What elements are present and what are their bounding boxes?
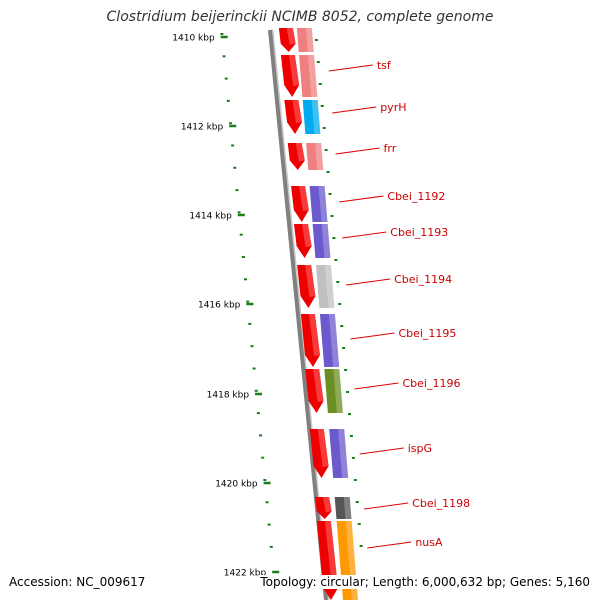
- cds-arrow-highlight: [324, 521, 338, 589]
- gene-feature-shade: [338, 429, 349, 478]
- scale-label: 1412 kbp: [181, 123, 224, 133]
- gene-feature-block: [334, 497, 352, 519]
- gene-label-leader: [339, 195, 384, 203]
- gene-label: tsf: [377, 59, 392, 72]
- gene-label-leader: [335, 147, 380, 155]
- scale-label: 1422 kbp: [224, 569, 267, 579]
- cds-arrow-highlight: [288, 55, 300, 86]
- gene-feature-block: [309, 186, 328, 222]
- gene-label: frr: [384, 142, 397, 155]
- gene-label: Cbei_1194: [394, 273, 452, 286]
- gene-feature-shade: [333, 369, 343, 413]
- gene-label-leader: [354, 382, 399, 390]
- gene-feature-block: [324, 369, 343, 413]
- gene-feature-block: [296, 28, 314, 52]
- gene-label: Cbei_1198: [412, 497, 470, 510]
- cds-arrow-highlight: [295, 143, 305, 162]
- cds-arrow-highlight: [308, 314, 321, 356]
- gene-feature-shade: [318, 186, 328, 222]
- gene-label-leader: [364, 502, 409, 510]
- gene-feature-shade: [343, 497, 352, 519]
- cds-arrow-highlight: [301, 224, 312, 248]
- gene-label-leader: [359, 447, 404, 455]
- scale-label: 1414 kbp: [189, 212, 232, 222]
- gene-feature-block: [329, 429, 349, 478]
- gene-feature-block: [306, 143, 324, 170]
- gene-feature-shade: [328, 314, 340, 367]
- map-title: Clostridium beijerinckii NCIMB 8052, com…: [106, 9, 494, 25]
- gene-feature-block: [312, 224, 331, 258]
- gene-feature-block: [302, 100, 321, 134]
- cds-arrow-highlight: [313, 369, 324, 402]
- cds-arrow-highlight: [323, 497, 332, 513]
- gene-feature-shade: [311, 100, 321, 134]
- gene-label: Cbei_1195: [398, 327, 456, 340]
- cds-arrow-highlight: [299, 186, 309, 211]
- gene-feature-block: [315, 265, 335, 308]
- gene-label-leader: [328, 64, 373, 72]
- scale-label: 1410 kbp: [172, 34, 215, 44]
- gene-label-leader: [350, 332, 395, 340]
- cds-arrow-highlight: [292, 100, 303, 124]
- gene-feature-shade: [305, 28, 314, 52]
- gene-feature-block: [319, 314, 340, 367]
- gene-label: Cbei_1196: [402, 377, 460, 390]
- gene-feature-shade: [324, 265, 335, 308]
- gene-feature-block: [299, 55, 318, 97]
- gene-label: nusA: [415, 536, 443, 549]
- gene-feature-shade: [308, 55, 318, 97]
- gene-label: Cbei_1193: [390, 226, 448, 239]
- scale-label: 1416 kbp: [198, 301, 241, 311]
- scale-label: 1420 kbp: [215, 480, 258, 490]
- cds-arrow-highlight: [317, 429, 329, 467]
- gene-label: pyrH: [380, 101, 406, 114]
- scale-label: 1418 kbp: [207, 391, 250, 401]
- gene-label: ispG: [408, 442, 432, 455]
- gene-label-leader: [346, 278, 391, 286]
- gene-label-leader: [342, 231, 387, 239]
- gene-label-leader: [367, 541, 412, 549]
- gene-feature-shade: [321, 224, 331, 258]
- gene-label-leader: [332, 106, 377, 114]
- genome-summary: Topology: circular; Length: 6,000,632 bp…: [258, 575, 590, 589]
- accession-label: Accession: NC_009617: [9, 575, 146, 589]
- cds-arrow-highlight: [286, 28, 296, 45]
- gene-feature-shade: [315, 143, 324, 170]
- gene-label: Cbei_1192: [387, 190, 445, 203]
- cds-arrow-highlight: [305, 265, 316, 297]
